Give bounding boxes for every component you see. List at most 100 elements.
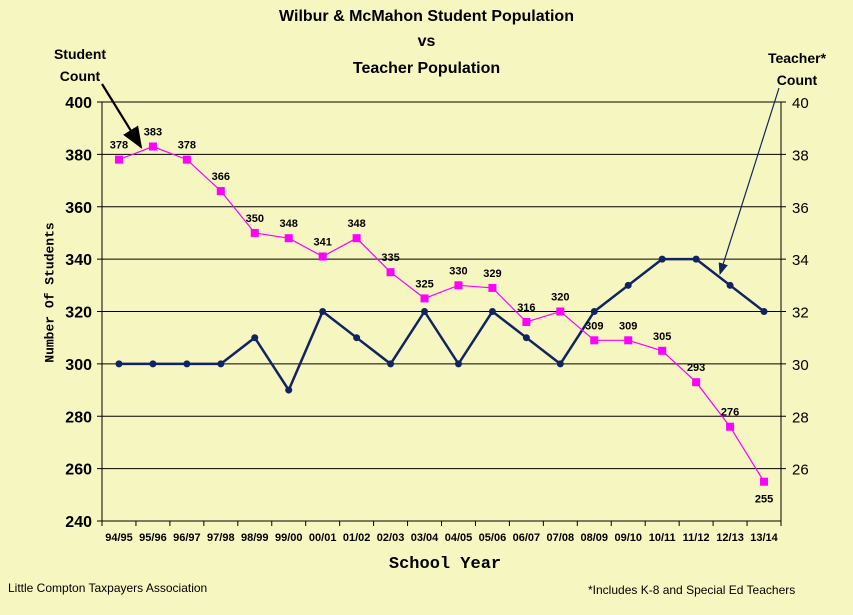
point-student-12-13 <box>726 422 735 431</box>
data-label-student-12-13: 276 <box>721 407 739 419</box>
point-student-13-14 <box>760 477 769 486</box>
y2-tick-label-40: 40 <box>792 95 809 112</box>
point-teacher-08-09 <box>590 308 598 315</box>
y-tick-label-380: 380 <box>65 147 92 164</box>
footnote: *Includes K-8 and Special Ed Teachers <box>588 583 796 597</box>
point-student-03-04 <box>420 294 429 303</box>
point-teacher-13-14 <box>760 308 768 315</box>
series-line-teacher-count <box>118 257 765 393</box>
data-label-student-10-11: 305 <box>653 331 671 343</box>
teacher-annotation-line-1: Teacher* <box>767 50 827 66</box>
point-teacher-01-02 <box>353 334 361 342</box>
student-annotation-line-2: Count <box>59 68 101 84</box>
chart-title-line-2: vs <box>417 33 436 50</box>
series-line-student-count <box>118 145 765 483</box>
x-tick-label-13-14: 13/14 <box>750 532 778 544</box>
data-label-student-00-01: 341 <box>313 237 331 249</box>
y-tick-label-280: 280 <box>65 409 92 426</box>
x-tick-label-03-04: 03/04 <box>411 532 439 544</box>
point-student-09-10 <box>624 336 633 345</box>
point-teacher-10-11 <box>658 255 666 263</box>
y2-tick-label-34: 34 <box>792 252 809 269</box>
point-teacher-95-96 <box>149 360 157 368</box>
x-tick-label-10-11: 10/11 <box>649 532 676 544</box>
data-label-student-11-12: 293 <box>687 362 705 374</box>
y2-tick-label-36: 36 <box>792 200 809 217</box>
point-teacher-97-98 <box>217 360 225 368</box>
point-teacher-12-13 <box>726 281 734 289</box>
point-student-11-12 <box>692 378 701 387</box>
point-teacher-07-08 <box>556 360 564 368</box>
point-teacher-00-01 <box>319 308 327 315</box>
y-tick-label-320: 320 <box>65 305 92 322</box>
data-label-student-01-02: 348 <box>347 218 365 230</box>
student-annotation-line-1: Student <box>53 46 107 62</box>
teacher-annotation-line-2: Count <box>776 72 818 88</box>
x-tick-label-95-96: 95/96 <box>139 532 167 544</box>
y2-tick-label-32: 32 <box>792 305 809 322</box>
point-student-04-05 <box>454 281 463 290</box>
point-student-99-00 <box>284 234 293 243</box>
x-tick-label-12-13: 12/13 <box>716 532 744 544</box>
point-student-05-06 <box>488 283 497 292</box>
y-tick-label-400: 400 <box>65 95 92 112</box>
chart-title-line-3: Teacher Population <box>352 60 501 77</box>
point-student-01-02 <box>352 234 361 243</box>
x-tick-label-00-01: 00/01 <box>309 532 337 544</box>
point-student-00-01 <box>318 252 327 261</box>
data-label-student-02-03: 335 <box>381 252 399 264</box>
point-teacher-99-00 <box>285 386 293 394</box>
point-teacher-09-10 <box>624 281 632 289</box>
y-axis-label: Number Of Students <box>42 222 58 363</box>
point-teacher-02-03 <box>387 360 395 368</box>
source-credit: Little Compton Taxpayers Association <box>8 581 208 595</box>
point-teacher-94-95 <box>115 360 123 368</box>
data-label-student-08-09: 309 <box>585 320 603 332</box>
data-label-student-97-98: 366 <box>212 171 230 183</box>
y-tick-label-260: 260 <box>65 462 92 479</box>
point-teacher-96-97 <box>183 360 191 368</box>
y-tick-label-360: 360 <box>65 200 92 217</box>
point-teacher-98-99 <box>251 334 259 342</box>
point-teacher-05-06 <box>488 308 496 315</box>
y-tick-label-240: 240 <box>65 514 92 531</box>
x-tick-label-01-02: 01/02 <box>343 532 371 544</box>
x-tick-label-05-06: 05/06 <box>479 532 507 544</box>
x-tick-label-02-03: 02/03 <box>377 532 405 544</box>
data-label-student-13-14: 255 <box>755 494 773 506</box>
x-tick-label-11-12: 11/12 <box>683 532 710 544</box>
point-student-08-09 <box>590 336 599 345</box>
data-label-student-09-10: 309 <box>619 320 637 332</box>
y2-tick-label-30: 30 <box>792 357 809 374</box>
x-tick-label-04-05: 04/05 <box>445 532 473 544</box>
teacher-annotation-arrow <box>718 87 780 276</box>
x-tick-label-06-07: 06/07 <box>513 532 541 544</box>
point-teacher-04-05 <box>454 360 462 368</box>
chart-title-line-1: Wilbur & McMahon Student Population <box>279 8 574 25</box>
data-label-student-03-04: 325 <box>415 278 433 290</box>
x-tick-label-99-00: 99/00 <box>275 532 303 544</box>
point-student-10-11 <box>658 346 667 355</box>
data-label-student-98-99: 350 <box>246 213 264 225</box>
teacher-count-annotation: Teacher* Count <box>752 47 842 91</box>
data-label-student-06-07: 316 <box>517 302 535 314</box>
point-teacher-11-12 <box>692 255 700 263</box>
x-tick-label-09-10: 09/10 <box>614 532 642 544</box>
x-tick-label-97-98: 97/98 <box>207 532 235 544</box>
point-student-96-97 <box>182 155 191 164</box>
x-tick-label-94-95: 94/95 <box>105 532 133 544</box>
x-tick-label-08-09: 08/09 <box>581 532 609 544</box>
y2-tick-label-28: 28 <box>792 409 809 426</box>
x-tick-label-07-08: 07/08 <box>547 532 575 544</box>
y-tick-label-340: 340 <box>65 252 92 269</box>
data-label-student-95-96: 383 <box>144 127 162 139</box>
student-annotation-arrow <box>101 83 143 149</box>
point-student-95-96 <box>148 142 157 151</box>
student-count-annotation: Student Count <box>40 43 120 87</box>
x-tick-label-98-99: 98/99 <box>241 532 269 544</box>
y2-tick-label-38: 38 <box>792 147 809 164</box>
point-student-98-99 <box>250 228 259 237</box>
data-label-student-96-97: 378 <box>178 140 196 152</box>
x-axis-label: School Year <box>388 555 502 574</box>
